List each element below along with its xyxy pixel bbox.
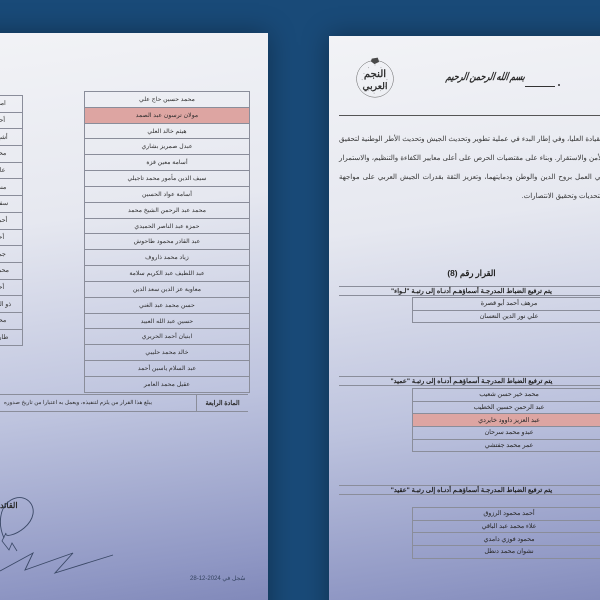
svg-text:العربي: العربي	[362, 81, 387, 92]
svg-text:النجم: النجم	[364, 69, 386, 80]
